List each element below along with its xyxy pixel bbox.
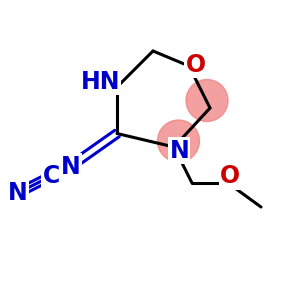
Text: C: C: [42, 164, 60, 188]
Text: N: N: [169, 139, 189, 163]
Text: O: O: [185, 52, 206, 76]
Circle shape: [158, 120, 200, 162]
Circle shape: [186, 80, 228, 122]
Text: O: O: [220, 164, 241, 188]
Text: N: N: [8, 181, 28, 205]
Text: HN: HN: [81, 70, 120, 94]
Text: N: N: [61, 154, 81, 178]
